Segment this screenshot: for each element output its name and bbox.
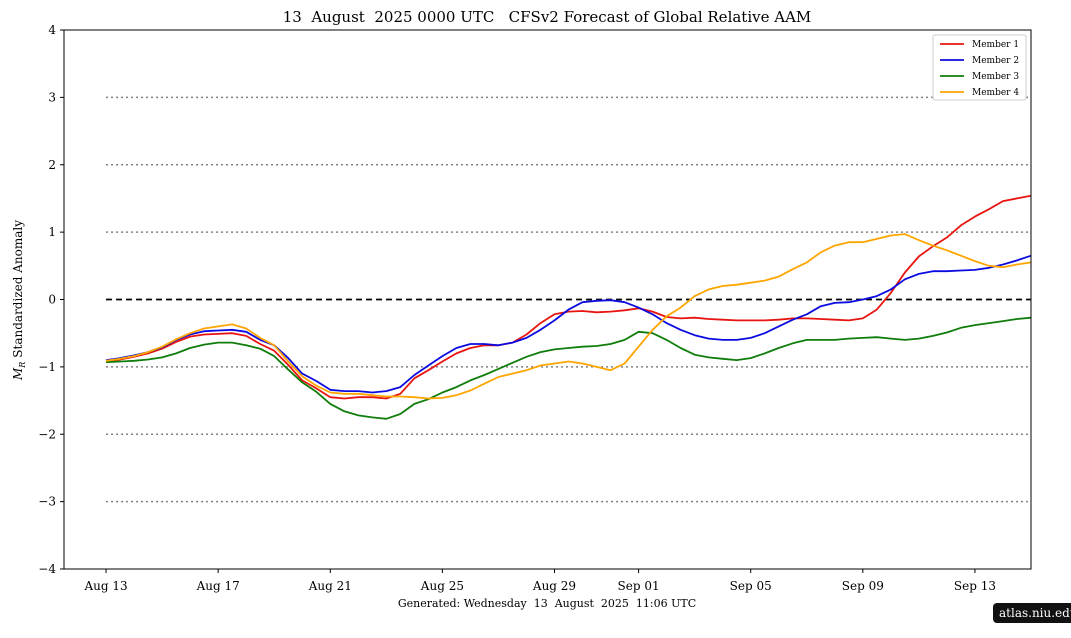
y-tick-label: 4 <box>48 23 56 37</box>
series-line-member-2 <box>105 254 1032 394</box>
y-axis: −4 −3 −2 −1 0 1 2 3 4 <box>38 23 64 576</box>
watermark-badge: atlas.niu.edu <box>993 603 1071 623</box>
y-axis-label: MR Standardized Anomaly <box>11 220 27 381</box>
x-tick-label: Aug 29 <box>532 579 576 593</box>
y-tick-label: −4 <box>38 562 56 576</box>
y-tick-label: −2 <box>38 427 56 441</box>
y-tick-label: 0 <box>48 293 56 307</box>
y-axis-label-text: Standardized Anomaly <box>11 220 25 358</box>
x-tick-label: Sep 01 <box>618 579 660 593</box>
legend-label-member-2: Member 2 <box>972 56 1019 66</box>
legend-label-member-1: Member 1 <box>972 40 1019 50</box>
x-tick-label: Aug 17 <box>196 579 240 593</box>
x-tick-label: Sep 13 <box>954 579 996 593</box>
chart-title: 13 August 2025 0000 UTC CFSv2 Forecast o… <box>283 8 812 26</box>
y-axis-symbol-subscript: R <box>18 362 27 369</box>
x-tick-label: Aug 25 <box>420 579 464 593</box>
y-tick-label: 3 <box>48 90 56 104</box>
y-tick-label: −3 <box>38 495 56 509</box>
x-tick-label: Aug 13 <box>83 579 127 593</box>
x-tick-label: Aug 21 <box>308 579 352 593</box>
series-line-member-4 <box>105 233 1032 400</box>
series-line-member-3 <box>105 316 1032 420</box>
y-tick-label: 1 <box>48 225 56 239</box>
x-axis: Aug 13 Aug 17 Aug 21 Aug 25 Aug 29 Sep 01 Sep … <box>83 569 996 593</box>
y-tick-label: −1 <box>38 360 56 374</box>
legend-box <box>932 34 1027 101</box>
y-axis-symbol: M <box>11 367 25 381</box>
series-line-member-1 <box>105 194 1032 400</box>
reference-lines <box>106 96 1031 503</box>
x-tick-label: Sep 09 <box>842 579 884 593</box>
footer-generated-time: Generated: Wednesday 13 August 2025 11:0… <box>398 597 696 610</box>
x-tick-label: Sep 05 <box>730 579 772 593</box>
legend-label-member-3: Member 3 <box>972 72 1019 82</box>
y-tick-label: 2 <box>48 158 56 172</box>
legend-label-member-4: Member 4 <box>972 88 1019 98</box>
legend: Member 1 Member 2 Member 3 Member 4 <box>932 34 1027 101</box>
series-layer <box>105 194 1032 420</box>
